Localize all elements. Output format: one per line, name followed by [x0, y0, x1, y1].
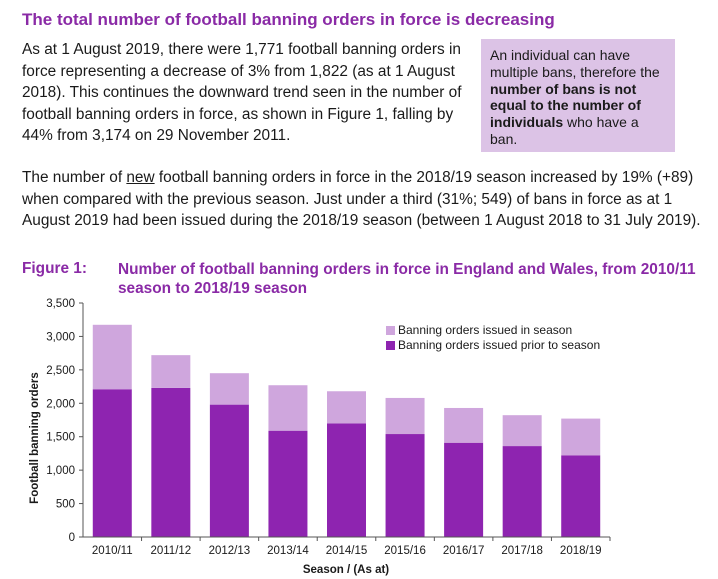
y-tick-label: 0 [69, 532, 75, 544]
x-tick-label: 2010/11 [92, 545, 133, 557]
y-tick-label: 1,000 [46, 465, 75, 477]
y-tick-label: 3,000 [46, 331, 75, 343]
x-tick-label: 2011/12 [150, 545, 191, 557]
x-tick-label: 2012/13 [209, 545, 251, 557]
y-tick-label: 2,000 [46, 398, 75, 410]
para2-underlined-word: new [126, 169, 155, 186]
legend-label-prior: Banning orders issued prior to season [398, 338, 601, 352]
bar-in-season-2016-17 [444, 407, 484, 443]
bar-prior-2010-11 [92, 389, 132, 537]
bar-in-season-2011-12 [151, 355, 191, 388]
bar-in-season-2014-15 [327, 391, 366, 424]
y-tick-label: 500 [56, 499, 75, 511]
bar-prior-2013-14 [268, 430, 308, 537]
x-axis-title: Season / (As at) [303, 564, 389, 576]
bar-prior-2014-15 [327, 423, 366, 537]
x-tick-label: 2017/18 [501, 545, 543, 557]
legend-swatch-in-season [386, 326, 395, 335]
x-tick-label: 2016/17 [443, 545, 485, 557]
figure-title: Number of football banning orders in for… [118, 261, 696, 297]
bar-prior-2016-17 [444, 442, 484, 537]
callout-bold-text: number of bans is not equal to the numbe… [490, 80, 641, 131]
bar-in-season-2018-19 [561, 418, 601, 456]
y-tick-label: 3,500 [46, 298, 75, 310]
chart-legend: Banning orders issued in season Banning … [386, 323, 600, 353]
x-axis: 2010/11 2011/12 2012/13 2013/14 2014/15 2015/… [83, 536, 611, 557]
y-axis-title: Football banning orders [29, 372, 41, 504]
x-tick-label: 2018/19 [560, 545, 602, 557]
legend-swatch-prior [386, 341, 395, 350]
bar-prior-2018-19 [561, 455, 601, 537]
new-orders-paragraph: The number of new football banning order… [22, 167, 702, 232]
section-heading: The total number of football banning ord… [22, 10, 555, 29]
para2-text-end: football banning orders in force in the … [22, 169, 701, 230]
x-tick-label: 2014/15 [326, 545, 368, 557]
y-tick-label: 2,500 [46, 365, 75, 377]
y-axis: 0 500 1,000 1,500 2,000 2,500 3,000 3,500 [46, 298, 84, 544]
callout-text-end: who have a ban. [490, 114, 639, 147]
legend-label-in-season: Banning orders issued in season [398, 323, 573, 337]
bar-in-season-2013-14 [268, 385, 308, 431]
bar-prior-2011-12 [151, 387, 191, 537]
y-tick-label: 1,500 [46, 432, 75, 444]
figure-label: Figure 1: [22, 260, 87, 277]
bar-prior-2017-18 [502, 446, 542, 537]
bar-in-season-2012-13 [209, 373, 249, 405]
bar-in-season-2015-16 [385, 397, 425, 435]
bar-in-season-2010-11 [92, 324, 132, 390]
legend-item-prior: Banning orders issued prior to season [386, 338, 600, 353]
bar-prior-2012-13 [209, 404, 249, 537]
info-callout: An individual can have multiple bans, th… [481, 39, 675, 152]
bar-prior-2015-16 [385, 434, 425, 537]
x-tick-label: 2015/16 [384, 545, 426, 557]
bars [92, 324, 601, 537]
callout-text-start: An individual can have multiple bans, th… [490, 47, 660, 80]
legend-item-in-season: Banning orders issued in season [386, 323, 600, 338]
para2-text-start: The number of [22, 169, 127, 186]
bar-in-season-2017-18 [502, 415, 542, 447]
intro-paragraph: As at 1 August 2019, there were 1,771 fo… [22, 41, 462, 145]
x-tick-label: 2013/14 [267, 545, 309, 557]
